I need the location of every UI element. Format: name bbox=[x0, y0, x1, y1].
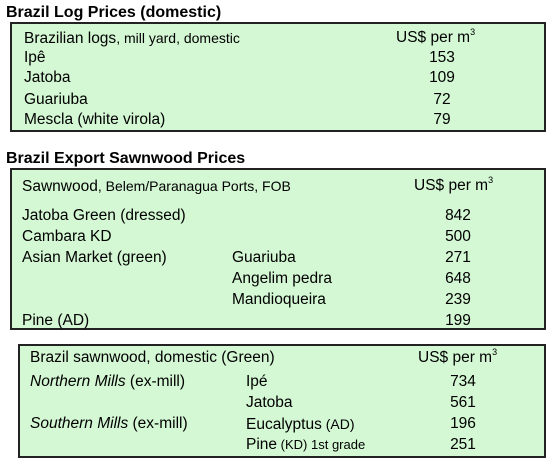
export-row-value: 271 bbox=[445, 249, 471, 266]
log-prices-table: Brazilian logs, mill yard, domestic US$ … bbox=[10, 22, 546, 132]
domestic-row-value: 734 bbox=[450, 373, 476, 390]
export-header-label: Sawnwood, Belem/Paranagua Ports, FOB bbox=[22, 178, 291, 195]
domestic-header-label: Brazil sawnwood, domestic (Green) bbox=[30, 349, 275, 366]
export-row-value: 239 bbox=[445, 291, 471, 308]
domestic-row-value: 561 bbox=[450, 394, 476, 411]
export-sawnwood-table: Sawnwood, Belem/Paranagua Ports, FOB US$… bbox=[10, 168, 546, 330]
export-header-unit: US$ per m3 bbox=[414, 175, 494, 195]
export-row-value: 500 bbox=[445, 228, 471, 245]
domestic-row-group: Southern Mills (ex-mill) bbox=[30, 415, 188, 432]
log-row-name: Jatoba bbox=[24, 69, 71, 86]
log-row-value: 72 bbox=[433, 91, 451, 108]
log-row-name: Ipê bbox=[24, 49, 46, 66]
export-row-name: Cambara KD bbox=[22, 228, 112, 245]
domestic-row-value: 251 bbox=[450, 436, 476, 453]
export-row-value: 648 bbox=[445, 270, 471, 287]
domestic-row-species: Jatoba bbox=[246, 394, 293, 411]
domestic-row-species: Ipé bbox=[246, 373, 268, 390]
log-prices-title: Brazil Log Prices (domestic) bbox=[6, 4, 222, 21]
export-row-sub: Mandioqueira bbox=[232, 291, 326, 308]
export-row-value: 199 bbox=[445, 312, 471, 329]
log-row-value: 79 bbox=[433, 111, 451, 128]
domestic-row-value: 196 bbox=[450, 415, 476, 432]
log-prices-header-unit: US$ per m3 bbox=[396, 27, 476, 47]
log-row-value: 109 bbox=[429, 69, 455, 86]
export-row-sub: Guariuba bbox=[232, 249, 296, 266]
export-row-name: Jatoba Green (dressed) bbox=[22, 207, 186, 224]
export-row-sub: Angelim pedra bbox=[232, 270, 332, 287]
domestic-header-unit: US$ per m3 bbox=[418, 347, 498, 367]
log-row-name: Guariuba bbox=[24, 91, 88, 108]
domestic-row-group: Northern Mills (ex-mill) bbox=[30, 373, 186, 390]
domestic-row-species: Eucalyptus (AD) bbox=[246, 416, 355, 433]
log-row-name: Mescla (white virola) bbox=[24, 111, 166, 128]
log-prices-header-label: Brazilian logs, mill yard, domestic bbox=[24, 30, 240, 47]
domestic-row-species: Pine (KD) 1st grade bbox=[246, 436, 366, 453]
export-row-name: Asian Market (green) bbox=[22, 249, 167, 266]
export-row-name: Pine (AD) bbox=[22, 312, 90, 329]
export-row-value: 842 bbox=[445, 207, 471, 224]
log-row-value: 153 bbox=[429, 49, 455, 66]
export-sawnwood-title: Brazil Export Sawnwood Prices bbox=[6, 150, 246, 167]
domestic-sawnwood-table: Brazil sawnwood, domestic (Green) US$ pe… bbox=[18, 344, 546, 458]
